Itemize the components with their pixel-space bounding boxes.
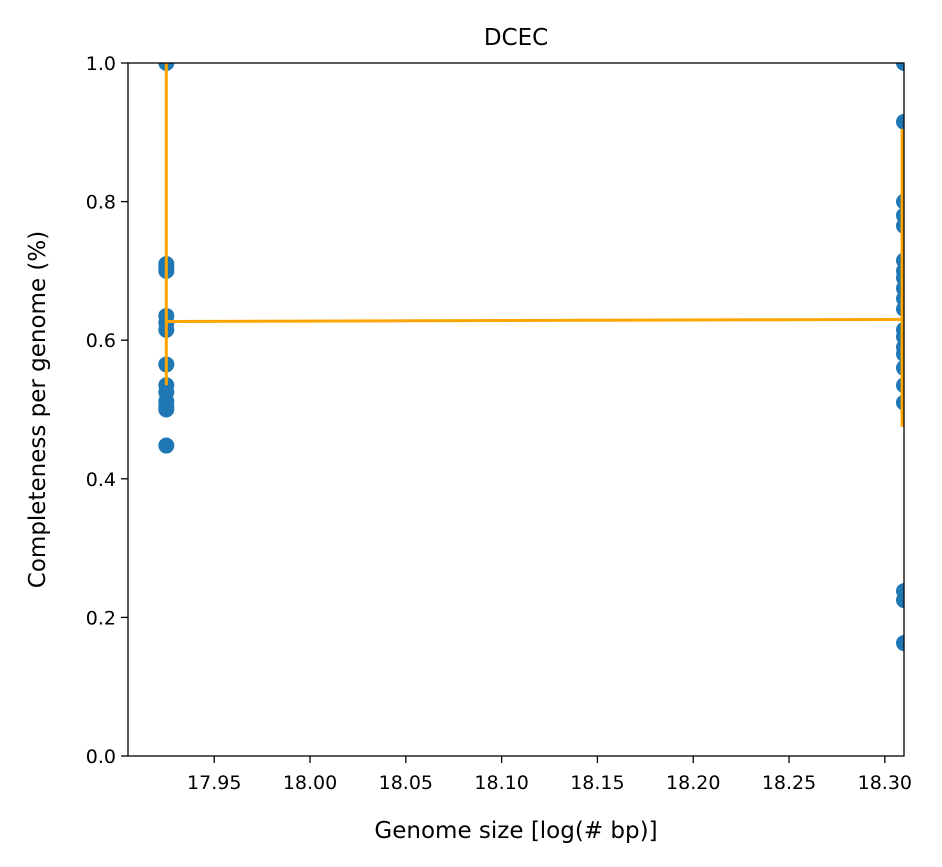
y-tick-label: 0.8	[86, 192, 116, 214]
x-tick-label: 18.05	[379, 772, 433, 794]
data-point	[158, 401, 175, 418]
y-tick-label: 0.0	[86, 746, 116, 768]
plot-area	[158, 63, 904, 652]
x-tick-label: 18.25	[762, 772, 816, 794]
x-tick-label: 18.20	[666, 772, 720, 794]
data-point	[896, 635, 904, 652]
x-tick-label: 18.30	[858, 772, 912, 794]
data-point	[896, 63, 904, 71]
axes-frame	[127, 62, 905, 757]
chart-title: DCEC	[484, 25, 548, 51]
data-point	[896, 592, 904, 609]
data-point	[896, 113, 904, 130]
y-axis: 0.0 0.2 0.4 0.6 0.8 1.0	[86, 53, 128, 768]
x-axis-title: Genome size [log(# bp)]	[374, 818, 657, 844]
y-tick-label: 0.2	[86, 607, 116, 629]
x-tick-label: 18.10	[474, 772, 528, 794]
x-tick-label: 18.00	[283, 772, 337, 794]
x-tick-label: 18.15	[570, 772, 624, 794]
data-point	[158, 437, 175, 454]
y-axis-title: Completeness per genome (%)	[25, 231, 51, 588]
y-tick-label: 0.4	[86, 469, 116, 491]
x-axis: 17.95 18.00 18.05 18.10 18.15 18.20 18.25 18.30	[187, 756, 912, 794]
x-tick-label: 17.95	[187, 772, 241, 794]
y-tick-label: 0.6	[86, 330, 116, 352]
trend-line-segment	[166, 317, 904, 323]
y-tick-label: 1.0	[86, 53, 116, 75]
